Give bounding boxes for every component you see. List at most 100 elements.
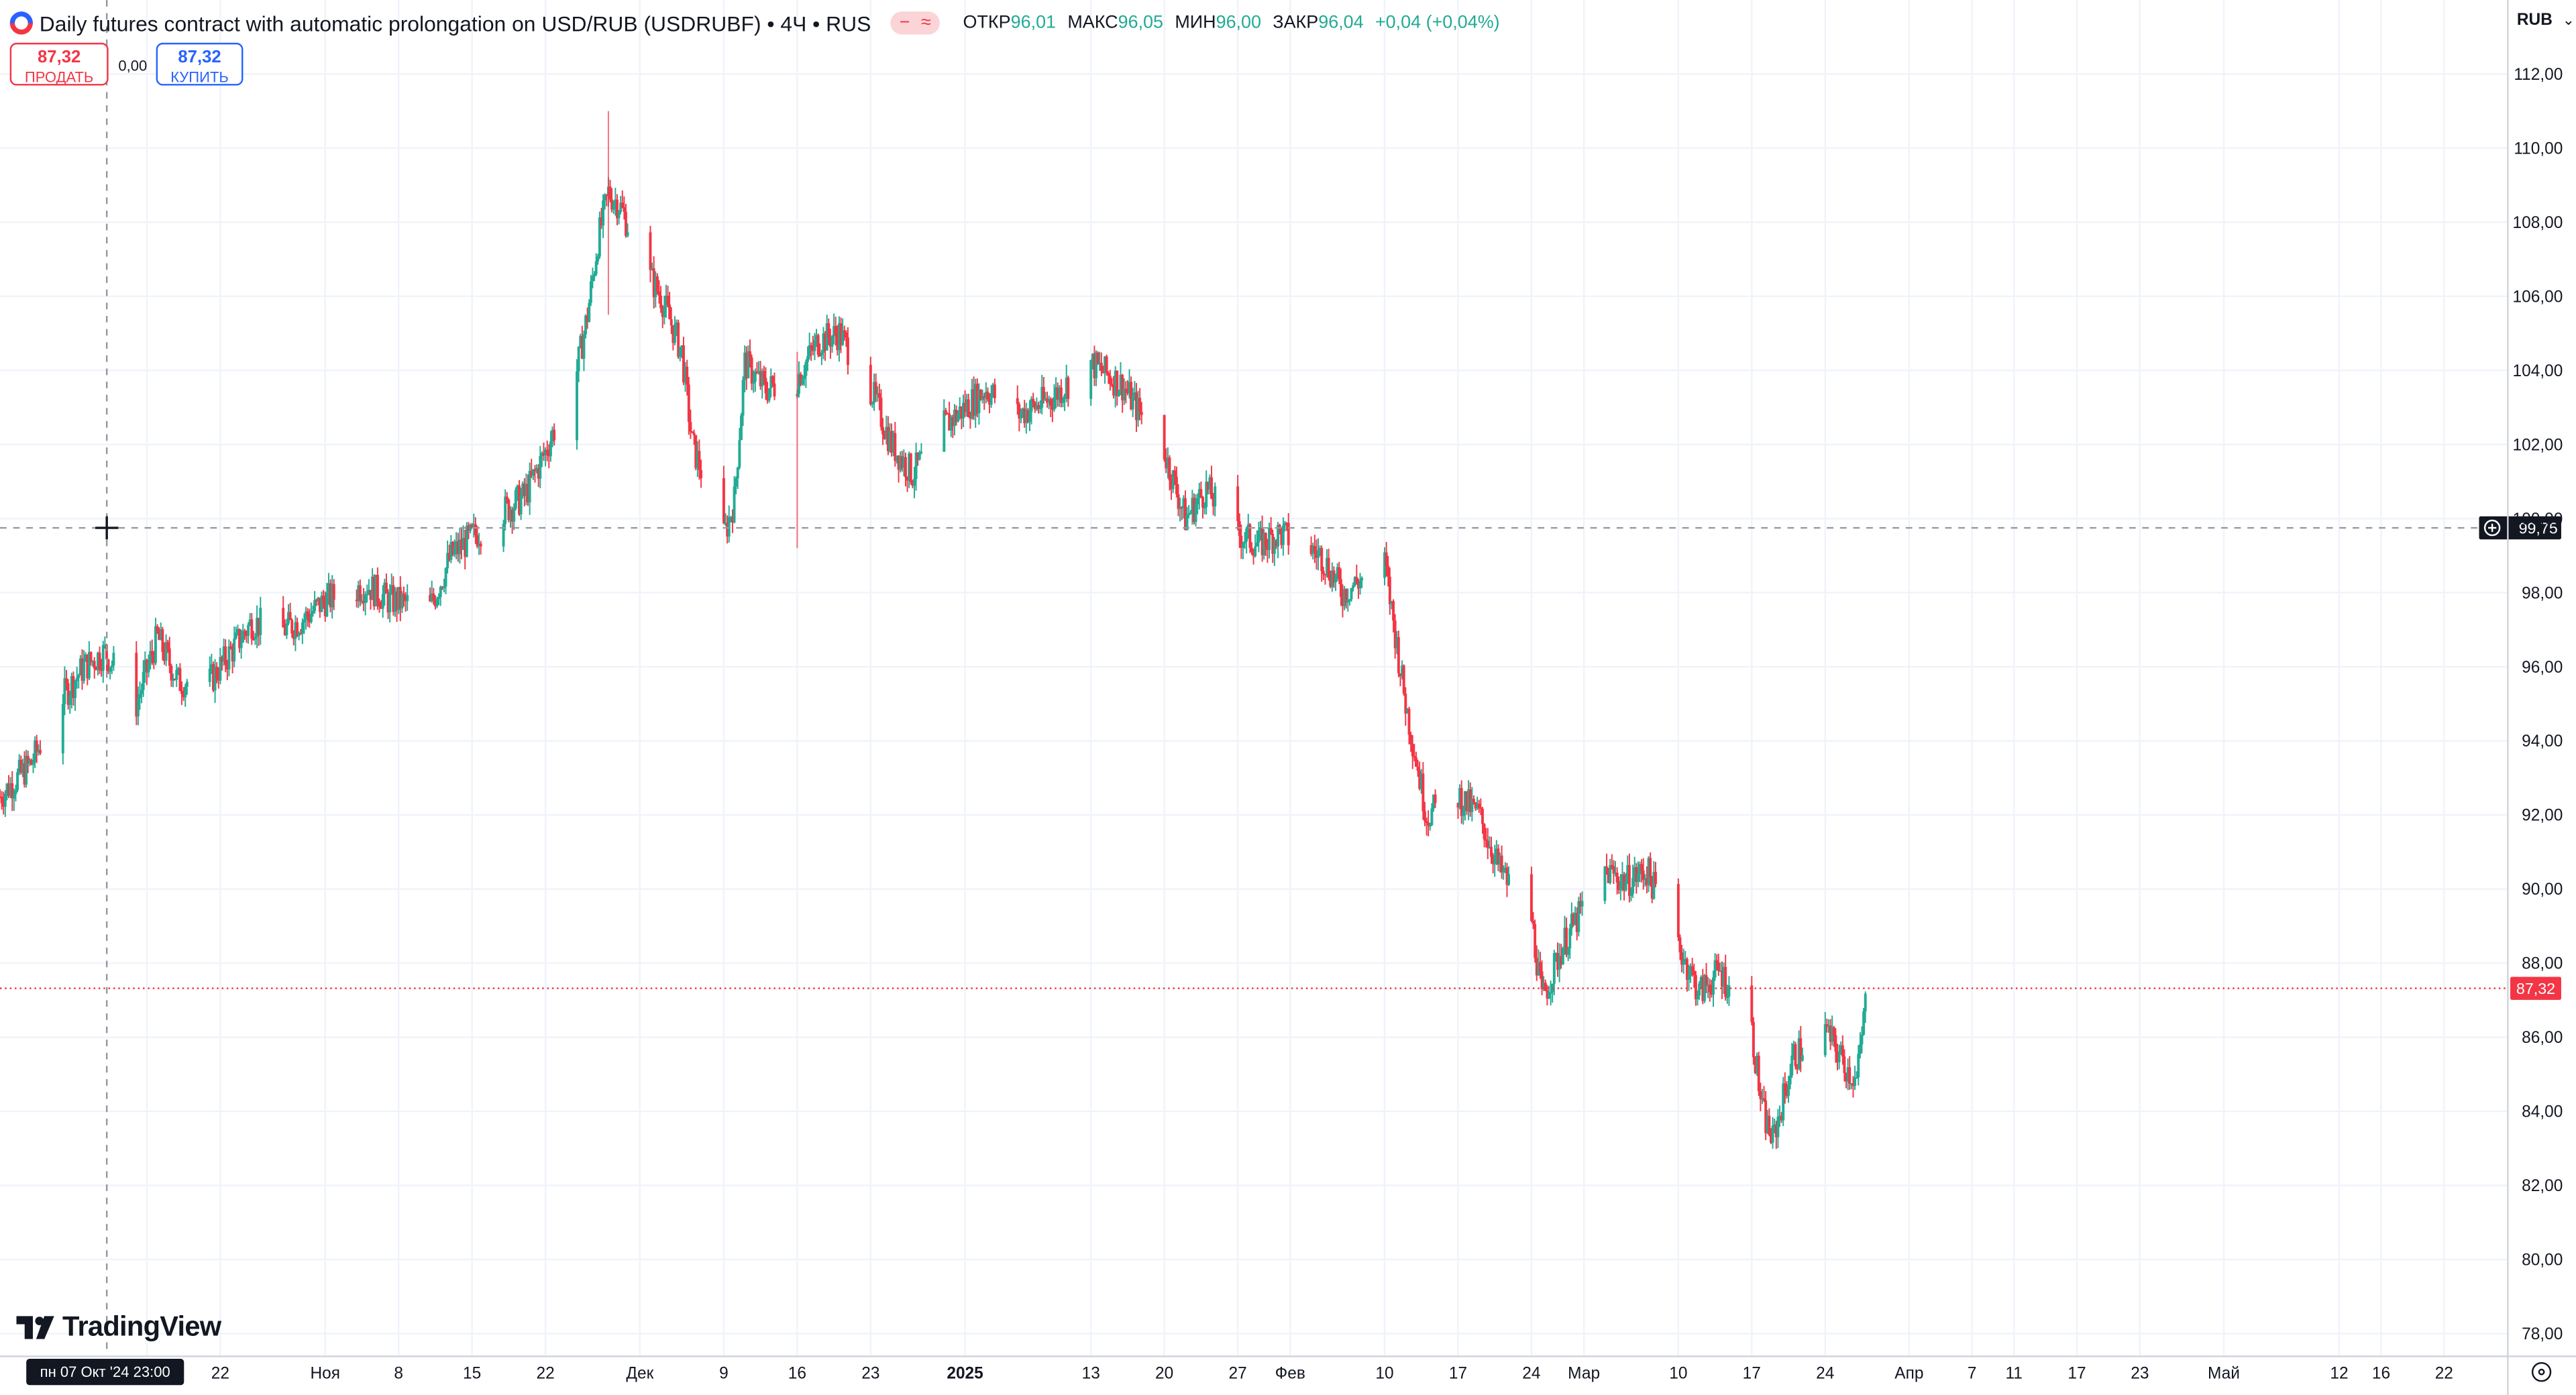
- candle-body: [1500, 855, 1503, 873]
- candle-body: [948, 413, 951, 431]
- price-tick-label: 84,00: [2522, 1103, 2563, 1121]
- currency-selector[interactable]: RUB ⌄: [2517, 11, 2575, 30]
- sell-price: 87,32: [37, 48, 81, 68]
- candle-body: [1241, 543, 1244, 548]
- candle-body: [1171, 470, 1175, 490]
- price-tick-label: 112,00: [2514, 66, 2563, 84]
- candle-body: [1491, 856, 1495, 864]
- symbol-legend[interactable]: Daily futures contract with automatic pr…: [9, 8, 1507, 38]
- candle-body: [909, 453, 912, 482]
- candle-body: [1277, 524, 1280, 547]
- minus-icon[interactable]: −: [899, 13, 910, 34]
- crosshair-price-badge: [2479, 516, 2561, 540]
- candle-body: [1650, 878, 1654, 899]
- candle-body: [1327, 557, 1330, 578]
- candle-body: [1405, 708, 1409, 714]
- candle-body: [1348, 599, 1351, 601]
- candle-body: [1063, 395, 1067, 399]
- candle-body: [26, 755, 30, 764]
- candle-body: [1240, 535, 1243, 548]
- candle-body: [830, 336, 834, 347]
- candle-body: [1399, 673, 1402, 677]
- candle-body: [991, 384, 995, 394]
- candle-body: [70, 676, 73, 696]
- candle-body: [372, 576, 376, 606]
- candle-body: [527, 484, 530, 503]
- candle-body: [215, 667, 219, 679]
- candle-body: [822, 333, 825, 353]
- candle-body: [1493, 854, 1497, 864]
- tradingview-logo[interactable]: TradingView: [16, 1311, 221, 1344]
- candle-body: [1185, 514, 1189, 531]
- candle-body: [1605, 867, 1608, 869]
- candle-body: [957, 414, 960, 422]
- candle-body: [576, 371, 578, 441]
- candle-body: [900, 456, 904, 468]
- candle-body: [91, 661, 95, 663]
- candle-body: [406, 595, 409, 602]
- time-tick-label: 7: [1968, 1364, 1977, 1382]
- candle-body: [1787, 1084, 1790, 1097]
- candle-body: [873, 382, 876, 403]
- candle-body: [1544, 983, 1547, 991]
- candle-body: [163, 652, 166, 661]
- candle-body: [1754, 1057, 1757, 1073]
- candle-body: [1093, 353, 1096, 378]
- candle-body: [1128, 382, 1131, 394]
- candle-body: [1206, 482, 1210, 490]
- candle-body: [816, 335, 820, 355]
- candle-body: [19, 759, 23, 773]
- candle-body: [1424, 811, 1426, 822]
- candle-body: [1750, 985, 1754, 1022]
- candle-body: [455, 541, 458, 549]
- candle-body: [1260, 527, 1264, 555]
- gear-icon[interactable]: [2531, 1361, 2552, 1382]
- candle-body: [1607, 867, 1610, 883]
- candle-body: [1797, 1038, 1801, 1069]
- candle-body: [1801, 1055, 1804, 1061]
- candle-body: [603, 194, 606, 201]
- candle-body: [687, 384, 690, 423]
- candle-body: [1707, 985, 1710, 987]
- candle-body: [1490, 846, 1493, 857]
- candle-body: [1413, 756, 1416, 758]
- candle-body: [446, 553, 449, 569]
- candle-body: [895, 455, 898, 461]
- candle-body: [1717, 962, 1720, 971]
- candle-body: [986, 392, 989, 400]
- candle-body: [908, 453, 911, 481]
- candle-body: [323, 602, 327, 616]
- candle-body: [390, 585, 393, 592]
- candle-body: [904, 457, 907, 478]
- candle-body: [881, 427, 885, 435]
- legend-toggle[interactable]: − ≈: [890, 11, 941, 35]
- candle-body: [593, 274, 596, 277]
- candle-body: [95, 668, 98, 671]
- candle-body: [820, 352, 823, 355]
- candle-body: [5, 783, 9, 794]
- candle-body: [1356, 582, 1360, 589]
- candle-body: [35, 740, 38, 752]
- time-tick-label: 23: [2131, 1364, 2149, 1382]
- candle-body: [547, 454, 551, 457]
- candle-body: [247, 624, 250, 636]
- sell-button[interactable]: 87,32 ПРОДАТЬ: [9, 42, 109, 86]
- approx-icon[interactable]: ≈: [920, 13, 931, 34]
- candle-body: [594, 261, 598, 274]
- symbol-title[interactable]: Daily futures contract with automatic pr…: [39, 10, 871, 36]
- candle-body: [1556, 953, 1559, 970]
- candle-body: [1577, 901, 1580, 932]
- candle-body: [1122, 388, 1126, 400]
- candle-body: [876, 393, 879, 395]
- candle-body: [1414, 757, 1417, 767]
- candle-body: [1565, 928, 1568, 955]
- candle-body: [1317, 550, 1320, 558]
- candle-body: [1042, 386, 1045, 400]
- candle-body: [180, 691, 183, 694]
- candle-body: [158, 631, 161, 640]
- candle-body: [969, 417, 972, 419]
- candle-body: [430, 594, 433, 602]
- buy-button[interactable]: 87,32 КУПИТЬ: [156, 42, 244, 86]
- candle-body: [1841, 1045, 1844, 1057]
